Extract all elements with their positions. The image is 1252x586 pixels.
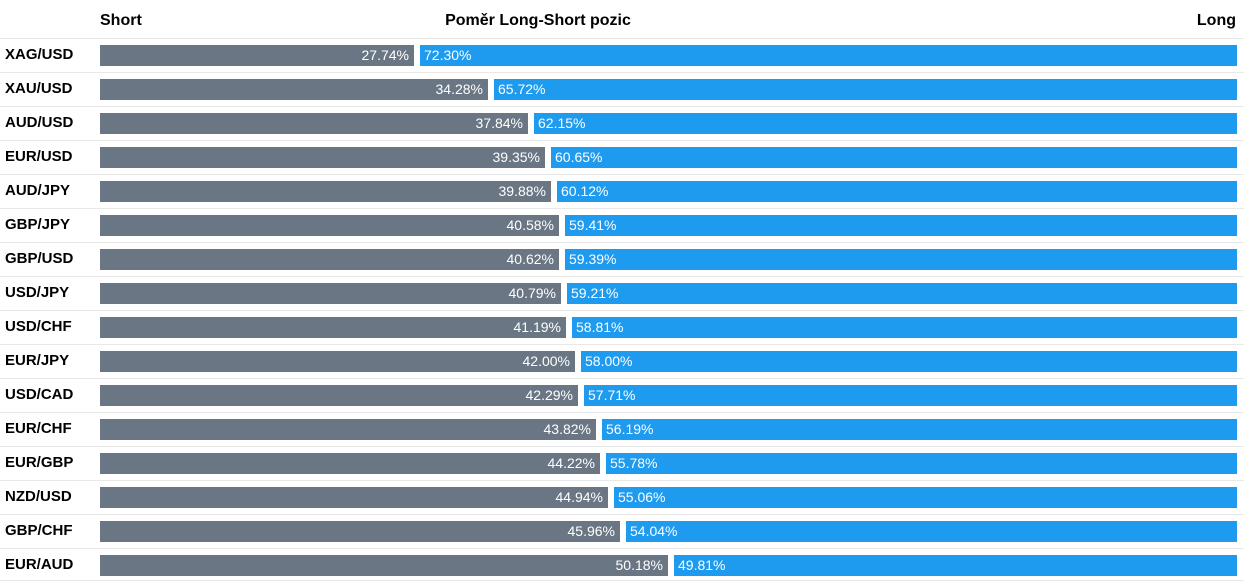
long-bar: 65.72% [494, 79, 1237, 100]
table-row: NZD/USD 44.94% 55.06% [0, 480, 1244, 513]
short-bar: 40.58% [100, 215, 559, 236]
table-row: USD/JPY 40.79% 59.21% [0, 276, 1244, 309]
short-bar: 34.28% [100, 79, 488, 100]
symbol-label: USD/CAD [5, 386, 74, 403]
symbol-label: EUR/AUD [5, 556, 74, 573]
short-bar: 40.79% [100, 283, 561, 304]
short-header: Short [100, 12, 142, 29]
long-bar: 57.71% [584, 385, 1237, 406]
table-row: USD/CAD 42.29% 57.71% [0, 378, 1244, 411]
long-bar: 60.65% [551, 147, 1237, 168]
table-row: AUD/JPY 39.88% 60.12% [0, 174, 1244, 207]
long-bar: 49.81% [674, 555, 1237, 576]
long-bar: 58.00% [581, 351, 1237, 372]
long-bar: 60.12% [557, 181, 1237, 202]
short-bar: 39.35% [100, 147, 545, 168]
short-bar: 42.00% [100, 351, 575, 372]
short-bar: 39.88% [100, 181, 551, 202]
symbol-label: GBP/JPY [5, 216, 71, 233]
symbol-label: EUR/JPY [5, 352, 70, 369]
table-row: GBP/JPY 40.58% 59.41% [0, 208, 1244, 241]
table-row: EUR/CHF 43.82% 56.19% [0, 412, 1244, 445]
short-bar: 45.96% [100, 521, 620, 542]
table-row: GBP/CHF 45.96% 54.04% [0, 514, 1244, 547]
table-row: EUR/USD 39.35% 60.65% [0, 140, 1244, 173]
long-bar: 62.15% [534, 113, 1237, 134]
short-bar: 42.29% [100, 385, 578, 406]
chart-title: Poměr Long-Short pozic [445, 12, 631, 29]
short-bar: 27.74% [100, 45, 414, 66]
long-bar: 55.78% [606, 453, 1237, 474]
long-bar: 59.39% [565, 249, 1237, 270]
long-bar: 58.81% [572, 317, 1237, 338]
symbol-label: NZD/USD [5, 488, 72, 505]
table-row: EUR/AUD 50.18% 49.81% [0, 548, 1244, 581]
long-bar: 72.30% [420, 45, 1237, 66]
long-bar: 59.41% [565, 215, 1237, 236]
short-bar: 37.84% [100, 113, 528, 134]
short-bar: 41.19% [100, 317, 566, 338]
symbol-label: XAG/USD [5, 46, 74, 63]
short-bar: 40.62% [100, 249, 559, 270]
symbol-label: EUR/USD [5, 148, 73, 165]
short-bar: 44.22% [100, 453, 600, 474]
symbol-label: AUD/USD [5, 114, 74, 131]
long-bar: 59.21% [567, 283, 1237, 304]
short-bar: 44.94% [100, 487, 608, 508]
table-row: XAU/USD 34.28% 65.72% [0, 72, 1244, 105]
table-row: AUD/USD 37.84% 62.15% [0, 106, 1244, 139]
long-header: Long [1196, 12, 1236, 29]
short-bar: 50.18% [100, 555, 668, 576]
symbol-label: USD/CHF [5, 318, 72, 335]
symbol-label: EUR/GBP [5, 454, 74, 471]
long-bar: 54.04% [626, 521, 1237, 542]
symbol-label: USD/JPY [5, 284, 70, 301]
symbol-label: GBP/CHF [5, 522, 73, 539]
symbol-label: EUR/CHF [5, 420, 72, 437]
symbol-label: AUD/JPY [5, 182, 71, 199]
long-bar: 55.06% [614, 487, 1237, 508]
table-row: XAG/USD 27.74% 72.30% [0, 38, 1244, 71]
table-row: GBP/USD 40.62% 59.39% [0, 242, 1244, 275]
table-row: USD/CHF 41.19% 58.81% [0, 310, 1244, 343]
table-row: EUR/GBP 44.22% 55.78% [0, 446, 1244, 479]
long-bar: 56.19% [602, 419, 1237, 440]
symbol-label: XAU/USD [5, 80, 73, 97]
table-row: EUR/JPY 42.00% 58.00% [0, 344, 1244, 377]
symbol-label: GBP/USD [5, 250, 74, 267]
short-bar: 43.82% [100, 419, 596, 440]
